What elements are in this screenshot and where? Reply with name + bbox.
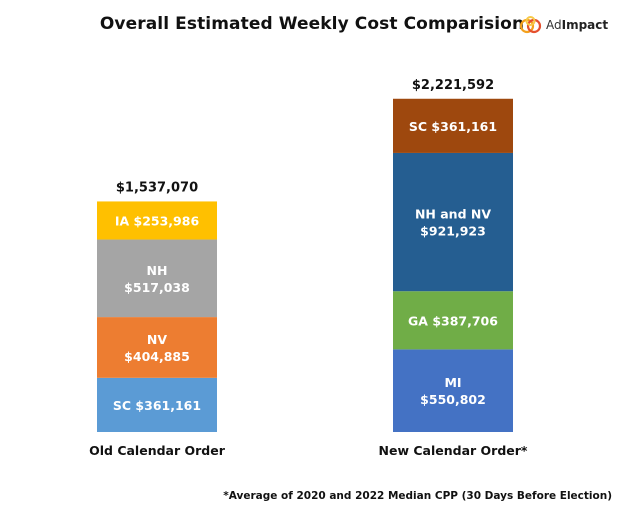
bar-segment bbox=[393, 98, 513, 153]
chart-title: Overall Estimated Weekly Cost Comparisio… bbox=[99, 14, 525, 34]
segment-label: SC $361,161 bbox=[409, 119, 497, 134]
adimpact-logo-text: AdImpact bbox=[546, 18, 609, 32]
segment-label: MI bbox=[444, 375, 461, 390]
adimpact-logo-icon bbox=[520, 16, 542, 34]
segment-label: SC $361,161 bbox=[113, 398, 201, 413]
bar-segment bbox=[97, 239, 217, 318]
segment-label: IA $253,986 bbox=[115, 213, 200, 228]
bar-segment bbox=[97, 377, 217, 432]
segment-label: NH bbox=[147, 263, 168, 278]
segment-label: GA $387,706 bbox=[408, 313, 498, 328]
segment-label: $404,885 bbox=[124, 349, 190, 364]
total-label: $1,537,070 bbox=[116, 180, 198, 195]
segment-label: NV bbox=[147, 332, 167, 347]
segment-label: $550,802 bbox=[420, 392, 486, 407]
bar-segment bbox=[393, 291, 513, 350]
segment-label: NH and NV bbox=[415, 207, 491, 222]
segment-label: $921,923 bbox=[420, 224, 486, 239]
bar-segment bbox=[97, 317, 217, 378]
bar-segment bbox=[393, 349, 513, 432]
category-label: New Calendar Order* bbox=[379, 443, 528, 458]
category-label: Old Calendar Order bbox=[89, 443, 226, 458]
bar-segment bbox=[97, 201, 217, 240]
bar-segment bbox=[393, 152, 513, 292]
segment-label: $517,038 bbox=[124, 280, 190, 295]
adimpact-logo: AdImpact bbox=[520, 14, 608, 36]
footnote: *Average of 2020 and 2022 Median CPP (30… bbox=[223, 490, 612, 502]
total-label: $2,221,592 bbox=[412, 78, 494, 93]
